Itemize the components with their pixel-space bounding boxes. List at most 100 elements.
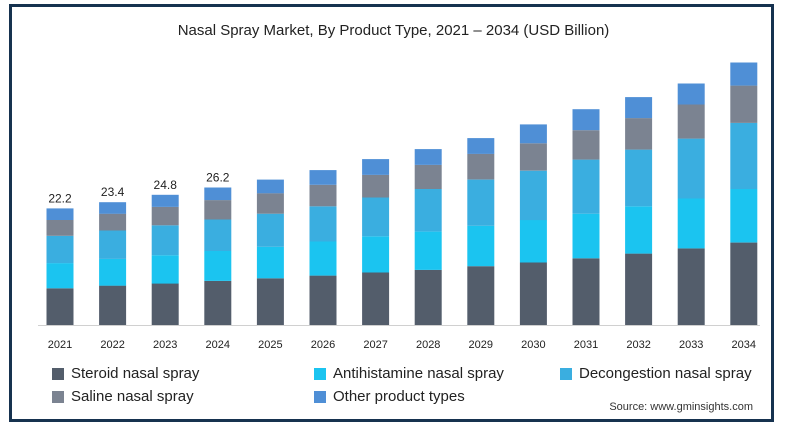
x-tick-label-2025: 2025 — [258, 339, 282, 351]
bar-segment-2-2024 — [204, 219, 232, 251]
legend-label: Other product types — [333, 388, 465, 405]
bar-segment-4-2031 — [572, 109, 600, 131]
bar-segment-1-2027 — [362, 236, 390, 273]
bar-segment-2-2025 — [256, 213, 284, 247]
bar-segment-3-2034 — [730, 85, 758, 123]
bar-segment-0-2024 — [204, 280, 232, 325]
bar-segment-1-2034 — [730, 189, 758, 243]
legend-swatch — [560, 367, 572, 380]
bar-segment-1-2033 — [677, 198, 705, 249]
bar-segment-3-2029 — [467, 153, 495, 180]
bar-segment-1-2021 — [46, 263, 74, 289]
bar-segment-2-2030 — [519, 170, 547, 221]
bar-segment-4-2028 — [414, 149, 442, 165]
bar-segment-4-2034 — [730, 62, 758, 86]
total-label-2022: 23.4 — [101, 185, 125, 199]
bar-segment-0-2033 — [677, 248, 705, 325]
x-tick-label-2031: 2031 — [574, 339, 598, 351]
bar-segment-1-2032 — [625, 206, 653, 254]
bar-segment-3-2024 — [204, 200, 232, 220]
legend-item-0: Steroid nasal spray — [52, 365, 199, 382]
bar-segment-2-2031 — [572, 159, 600, 214]
bar-segment-2-2023 — [151, 225, 179, 256]
x-tick-label-2026: 2026 — [311, 339, 335, 351]
bar-segment-4-2023 — [151, 194, 179, 207]
bar-segment-2-2026 — [309, 206, 337, 242]
bar-segment-3-2033 — [677, 104, 705, 139]
bar-segment-1-2024 — [204, 251, 232, 281]
x-tick-label-2034: 2034 — [732, 339, 756, 351]
bar-segment-3-2026 — [309, 184, 337, 207]
legend-label: Steroid nasal spray — [71, 365, 200, 382]
total-label-2024: 26.2 — [206, 171, 230, 185]
x-tick-label-2033: 2033 — [679, 339, 703, 351]
bar-segment-4-2030 — [519, 124, 547, 144]
bar-segment-3-2023 — [151, 206, 179, 226]
bar-segment-0-2023 — [151, 283, 179, 325]
legend-swatch — [52, 390, 64, 403]
bar-segment-1-2022 — [99, 258, 127, 286]
bar-segment-0-2021 — [46, 288, 74, 326]
bar-segment-2-2028 — [414, 189, 442, 232]
legend-swatch — [52, 367, 64, 380]
legend-item-3: Saline nasal spray — [52, 388, 194, 405]
bar-segment-4-2022 — [99, 202, 127, 214]
bar-segment-2-2022 — [99, 230, 127, 259]
bar-segment-0-2028 — [414, 269, 442, 325]
bar-segment-3-2031 — [572, 130, 600, 160]
x-tick-label-2024: 2024 — [206, 339, 230, 351]
bar-segment-4-2032 — [625, 97, 653, 119]
bar-segment-4-2026 — [309, 170, 337, 185]
bar-segment-3-2022 — [99, 213, 127, 231]
bar-segment-2-2033 — [677, 138, 705, 199]
bar-segment-2-2021 — [46, 235, 74, 264]
bar-segment-0-2031 — [572, 258, 600, 325]
bar-segment-0-2025 — [256, 278, 284, 325]
legend-swatch — [314, 390, 326, 403]
bar-segment-0-2029 — [467, 266, 495, 325]
bar-segment-3-2025 — [256, 193, 284, 214]
x-tick-label-2030: 2030 — [521, 339, 545, 351]
bar-segment-1-2031 — [572, 213, 600, 259]
legend-label: Decongestion nasal spray — [579, 365, 752, 382]
bar-segment-0-2026 — [309, 275, 337, 325]
bar-segment-1-2029 — [467, 225, 495, 267]
chart-legend: Steroid nasal spray Antihistamine nasal s… — [52, 365, 762, 409]
bar-segment-2-2034 — [730, 122, 758, 189]
bar-segment-4-2025 — [256, 179, 284, 194]
legend-item-2: Decongestion nasal spray — [560, 365, 752, 382]
x-tick-label-2022: 2022 — [100, 339, 124, 351]
bar-segment-3-2032 — [625, 118, 653, 150]
bar-segment-1-2028 — [414, 231, 442, 270]
bar-segment-1-2023 — [151, 255, 179, 284]
x-tick-label-2028: 2028 — [416, 339, 440, 351]
x-tick-label-2021: 2021 — [48, 339, 72, 351]
bar-segment-1-2025 — [256, 246, 284, 279]
x-tick-label-2023: 2023 — [153, 339, 177, 351]
bar-segment-0-2022 — [99, 285, 127, 325]
bar-segment-3-2021 — [46, 220, 74, 236]
legend-swatch — [314, 367, 326, 380]
bar-segment-2-2032 — [625, 149, 653, 207]
total-label-2021: 22.2 — [48, 191, 72, 205]
legend-item-1: Antihistamine nasal spray — [314, 365, 504, 382]
bar-segment-0-2034 — [730, 242, 758, 325]
bar-segment-0-2030 — [519, 262, 547, 325]
legend-item-4: Other product types — [314, 388, 465, 405]
legend-label: Saline nasal spray — [71, 388, 194, 405]
x-tick-label-2029: 2029 — [469, 339, 493, 351]
chart-title: Nasal Spray Market, By Product Type, 202… — [177, 22, 610, 39]
legend-label: Antihistamine nasal spray — [333, 365, 504, 382]
bar-segment-3-2030 — [519, 143, 547, 171]
bar-segment-1-2026 — [309, 241, 337, 276]
x-tick-label-2027: 2027 — [363, 339, 387, 351]
bar-segment-3-2027 — [362, 174, 390, 198]
bar-segment-3-2028 — [414, 164, 442, 189]
total-label-2023: 24.8 — [154, 178, 178, 192]
bar-segment-2-2029 — [467, 179, 495, 226]
x-tick-label-2032: 2032 — [626, 339, 650, 351]
bar-segment-1-2030 — [519, 220, 547, 263]
bar-segment-0-2032 — [625, 253, 653, 325]
bar-segment-4-2033 — [677, 83, 705, 105]
